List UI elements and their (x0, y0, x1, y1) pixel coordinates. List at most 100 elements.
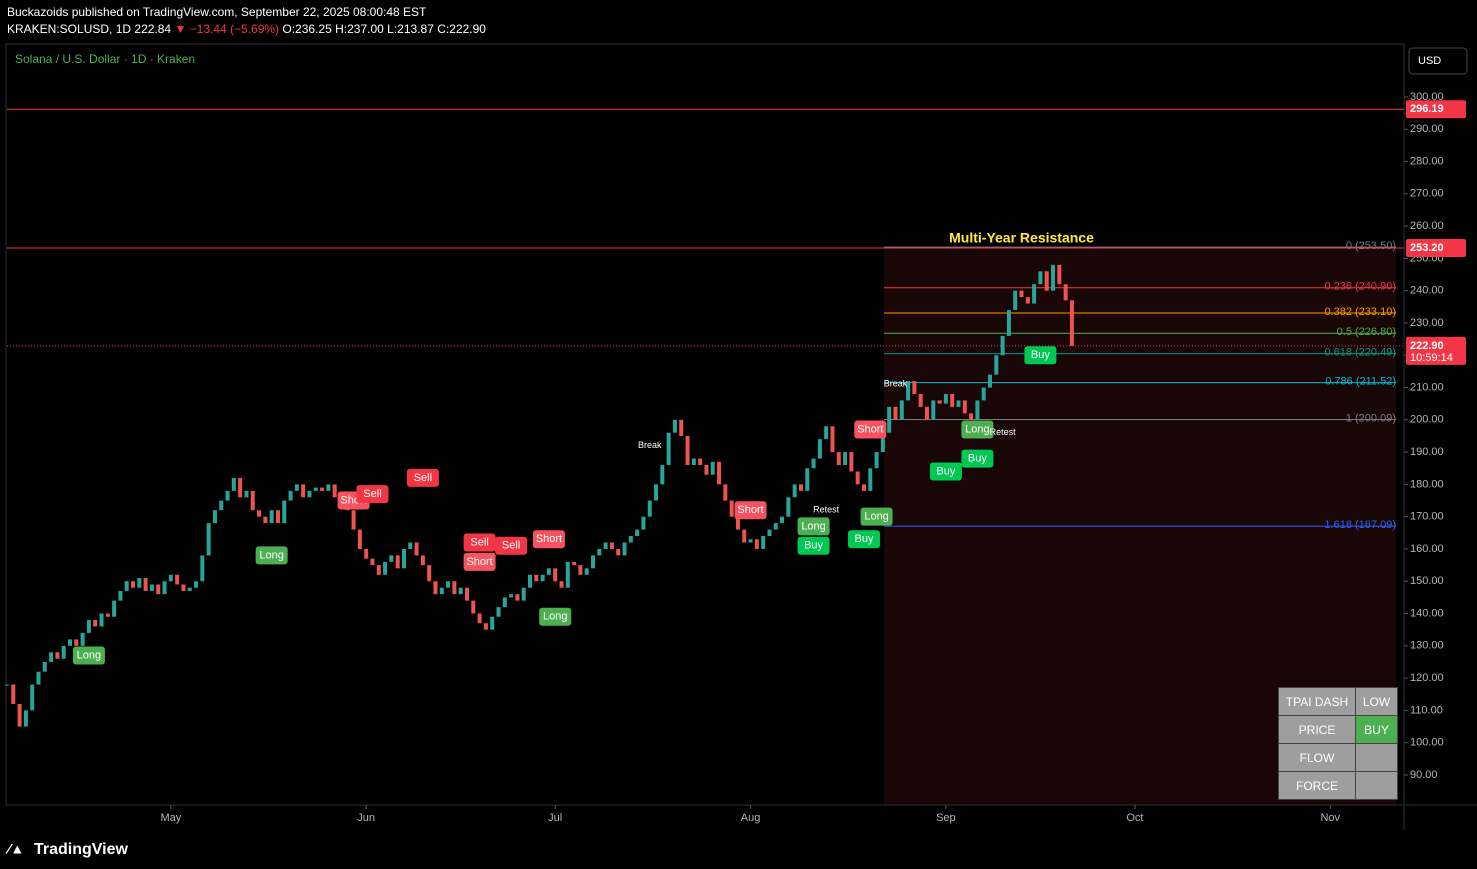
candle (420, 555, 425, 566)
dashboard-row: FORCE (1278, 771, 1398, 800)
candle (660, 465, 665, 485)
candle (313, 487, 318, 491)
signal-box (406, 468, 439, 487)
candle (187, 587, 192, 591)
candle (509, 594, 514, 598)
y-tick-label: 170.00 (1410, 511, 1444, 523)
candle (269, 510, 274, 524)
x-tick-label: Nov (1320, 812, 1340, 824)
candle (742, 529, 747, 543)
y-tick-label: 140.00 (1410, 607, 1444, 619)
y-tick-label: 130.00 (1410, 640, 1444, 652)
signal-label: Buy (936, 465, 955, 477)
candle (805, 468, 810, 491)
x-tick-label: Jun (357, 812, 375, 824)
candle (641, 516, 646, 530)
signal-label: Long (801, 520, 825, 532)
candle (565, 561, 570, 588)
signal-box (532, 530, 565, 549)
signal-label: Sell (363, 488, 381, 500)
brand: TradingView (34, 841, 129, 858)
signal-box (539, 607, 572, 626)
candle (36, 671, 41, 685)
candle (906, 381, 911, 401)
candle (275, 510, 280, 524)
candle (830, 426, 835, 453)
signal-label: Long (543, 611, 567, 623)
candle (843, 452, 848, 466)
candle (874, 452, 879, 469)
y-tick-label: 280.00 (1410, 155, 1444, 167)
candle (597, 548, 602, 556)
candle (521, 587, 526, 601)
candle (74, 639, 79, 646)
candle (666, 432, 671, 466)
candle (603, 542, 608, 549)
candle (647, 500, 652, 517)
candle (735, 516, 740, 530)
candle (23, 710, 28, 727)
symbol-line: KRAKEN:SOLUSD, 1D 222.84 ▼ −13.44 (−5.69… (7, 22, 486, 36)
candle (131, 581, 136, 588)
candle (502, 597, 507, 608)
candle (792, 484, 797, 498)
open: O:236.25 (282, 22, 332, 36)
candle (729, 500, 734, 517)
close: C:222.90 (437, 22, 486, 36)
currency[interactable]: USD (1418, 55, 1441, 67)
currency-button[interactable] (1408, 47, 1468, 75)
candle (534, 574, 539, 582)
candle (559, 581, 564, 588)
candle (918, 393, 923, 407)
x-tick-label: Sep (936, 812, 956, 824)
dashboard-cell: FLOW (1278, 743, 1356, 772)
candle (194, 581, 199, 588)
candle (975, 400, 980, 420)
candle (149, 584, 154, 591)
signal-label: Short (466, 556, 492, 568)
candle (383, 561, 388, 575)
candle (1006, 310, 1011, 336)
candle (887, 406, 892, 433)
candle (950, 393, 955, 407)
candle (710, 461, 715, 475)
candle (780, 516, 785, 524)
y-tick-label: 230.00 (1410, 317, 1444, 329)
candle (86, 619, 91, 633)
candle (654, 484, 659, 501)
candle (200, 555, 205, 582)
y-tick-label: 180.00 (1410, 478, 1444, 490)
price-tag-label: 253.20 (1410, 242, 1444, 254)
signal-box (797, 536, 830, 555)
candle (80, 632, 85, 646)
candle (723, 484, 728, 501)
candle (30, 684, 35, 711)
countdown: 10:59:14 (1410, 352, 1453, 364)
signal-box (961, 449, 994, 468)
signal-box (495, 536, 528, 555)
candle (540, 574, 545, 582)
y-tick-label: 100.00 (1410, 737, 1444, 749)
candle (698, 458, 703, 466)
candle (754, 539, 759, 549)
candle (685, 435, 690, 466)
signal-label: Long (965, 423, 989, 435)
candle (357, 529, 362, 549)
candle (717, 461, 722, 485)
dashboard-cell: TPAI DASH (1278, 687, 1356, 716)
y-tick-label: 210.00 (1410, 381, 1444, 393)
candle (168, 574, 173, 582)
candle (112, 600, 117, 617)
candle (672, 419, 677, 433)
signal-box (797, 517, 830, 536)
candle (231, 477, 236, 491)
candle (924, 406, 929, 420)
brand-logo: ⁄▲ (5, 841, 24, 857)
price-tag-label: 296.19 (1410, 103, 1444, 115)
price-tag (1406, 100, 1466, 119)
fib-label: 0 (253.50) (1346, 240, 1396, 252)
candle (528, 574, 533, 588)
dashboard-cell (1355, 771, 1398, 800)
fib-label: 0.5 (226.80) (1337, 326, 1396, 338)
